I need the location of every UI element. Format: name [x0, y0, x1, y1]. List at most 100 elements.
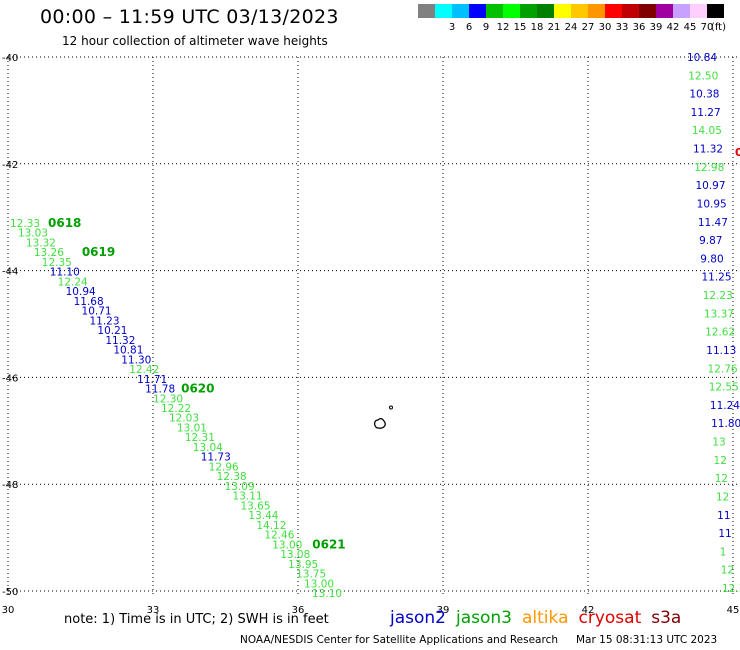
swh-label: 12.96 — [209, 461, 239, 473]
swh-label: 11.47 — [698, 217, 728, 229]
colorbar-tick-label: 3 — [449, 22, 455, 33]
legend-entry-cryosat: cryosat — [578, 608, 642, 628]
y-tick-label: -40 — [2, 53, 18, 64]
colorbar-swatch — [639, 4, 656, 18]
swh-label: 14.05 — [692, 125, 722, 137]
pass-time-label: 0619 — [82, 245, 115, 259]
swh-label: 11.24 — [710, 400, 740, 412]
swh-label: 11.80 — [711, 418, 740, 430]
satellite-legend: jason2 jason3 altika cryosat s3a — [390, 608, 691, 628]
colorbar: 3 6 9 12 15 18 21 24 27 30 33 36 39 42 45 70(ft) — [418, 4, 726, 33]
swh-label: 11.25 — [701, 272, 731, 284]
swh-label: 9.80 — [700, 253, 723, 265]
colorbar-tick-label: 24 — [565, 22, 578, 33]
colorbar-swatch — [588, 4, 605, 18]
colorbar-swatch — [503, 4, 520, 18]
x-tick-label: 39 — [437, 605, 450, 616]
swh-label: 12.03 — [169, 413, 199, 425]
swh-label: 11.10 — [50, 267, 80, 279]
swh-label: 13.09 — [225, 481, 255, 493]
swh-label: 12.76 — [708, 363, 738, 375]
colorbar-swatch — [452, 4, 469, 18]
colorbar-tick-label: 70 — [701, 22, 714, 33]
swh-label: 11.71 — [137, 374, 167, 386]
swh-label: 11.13 — [706, 345, 736, 357]
page-subtitle: 12 hour collection of altimeter wave hei… — [62, 34, 328, 48]
swh-label: 11.32 — [693, 144, 723, 156]
colorbar-swatch — [690, 4, 707, 18]
colorbar-swatch — [520, 4, 537, 18]
y-tick-label: -46 — [2, 373, 18, 384]
swh-label: 12.55 — [709, 382, 739, 394]
colorbar-tick-label: 45 — [684, 22, 697, 33]
legend-note: note: 1) Time is in UTC; 2) SWH is in fe… — [64, 612, 329, 627]
footer-source: NOAA/NESDIS Center for Satellite Applica… — [240, 634, 558, 646]
x-tick-label: 42 — [582, 605, 595, 616]
colorbar-tick-label: 6 — [466, 22, 472, 33]
swh-label: 10.21 — [97, 325, 127, 337]
swh-label: 12.24 — [58, 276, 88, 288]
colorbar-swatch — [656, 4, 673, 18]
colorbar-swatch — [622, 4, 639, 18]
footer: NOAA/NESDIS Center for Satellite Applica… — [240, 634, 717, 646]
swh-label: 11 — [717, 510, 730, 522]
island-outline — [373, 417, 386, 429]
page-title: 00:00 – 11:59 UTC 03/13/2023 — [40, 6, 339, 28]
swh-label: 12.30 — [153, 393, 183, 405]
x-tick-label: 30 — [2, 605, 15, 616]
pass-time-label: 0620 — [181, 382, 214, 396]
swh-label: 13 — [712, 437, 725, 449]
swh-label: 13.32 — [26, 237, 56, 249]
swh-label: 11.23 — [89, 315, 119, 327]
swh-label: 13.08 — [280, 549, 310, 561]
footer-timestamp: Mar 15 08:31:13 UTC 2023 — [576, 634, 718, 646]
colorbar-tick-label: 42 — [667, 22, 680, 33]
swh-label: 13.95 — [288, 559, 318, 571]
y-tick-label: -48 — [2, 480, 18, 491]
swh-label: 13.03 — [18, 228, 48, 240]
colorbar-tick-label: 27 — [582, 22, 595, 33]
swh-label: 12.46 — [264, 530, 294, 542]
x-tick-label: 45 — [727, 605, 740, 616]
swh-label: 12.23 — [703, 290, 733, 302]
swh-label: 1 — [720, 546, 727, 558]
swh-label: 14.12 — [256, 520, 286, 532]
swh-label: 12.42 — [129, 364, 159, 376]
swh-label: 13.00 — [272, 539, 302, 551]
swh-label: 11.30 — [121, 354, 151, 366]
swh-label: 11.27 — [691, 107, 721, 119]
swh-label: 0 — [735, 146, 740, 159]
swh-label: 12 — [721, 565, 734, 577]
y-tick-label: -42 — [2, 160, 18, 171]
colorbar-tick-label: 33 — [616, 22, 629, 33]
swh-label: 13.11 — [233, 491, 263, 503]
swh-label: 10.94 — [66, 286, 96, 298]
colorbar-swatch — [418, 4, 435, 18]
swh-label: 12.3 — [722, 583, 740, 595]
swh-label: 13.65 — [240, 500, 270, 512]
colorbar-tick-label: 9 — [483, 22, 489, 33]
map-canvas: 30 33 36 39 42 45 -40 -42 -44 -46 -48 -50 12.3313.03… — [2, 52, 740, 616]
swh-label: 13.01 — [177, 422, 207, 434]
colorbar-unit-label: (ft) — [711, 22, 726, 33]
swh-label: 12.62 — [705, 327, 735, 339]
colorbar-tick-label: 39 — [650, 22, 663, 33]
swh-label: 12.31 — [185, 432, 215, 444]
swh-label: 12.50 — [688, 70, 718, 82]
swh-label: 10.81 — [113, 345, 143, 357]
swh-label: 13.26 — [34, 247, 64, 259]
swh-label: 12.38 — [217, 471, 247, 483]
swh-label: 13.00 — [304, 578, 334, 590]
swh-label: 10.38 — [689, 89, 719, 101]
colorbar-swatch — [605, 4, 622, 18]
swh-label: 11.68 — [74, 296, 104, 308]
colorbar-swatch — [469, 4, 486, 18]
swh-label: 12 — [715, 473, 728, 485]
swh-label: 9.87 — [699, 235, 722, 247]
swh-label: 12.35 — [42, 257, 72, 269]
swh-label: 12.22 — [161, 403, 191, 415]
y-tick-label: -50 — [2, 587, 18, 598]
legend-entry-jason2: jason2 — [390, 608, 446, 628]
x-tick-label: 33 — [147, 605, 160, 616]
